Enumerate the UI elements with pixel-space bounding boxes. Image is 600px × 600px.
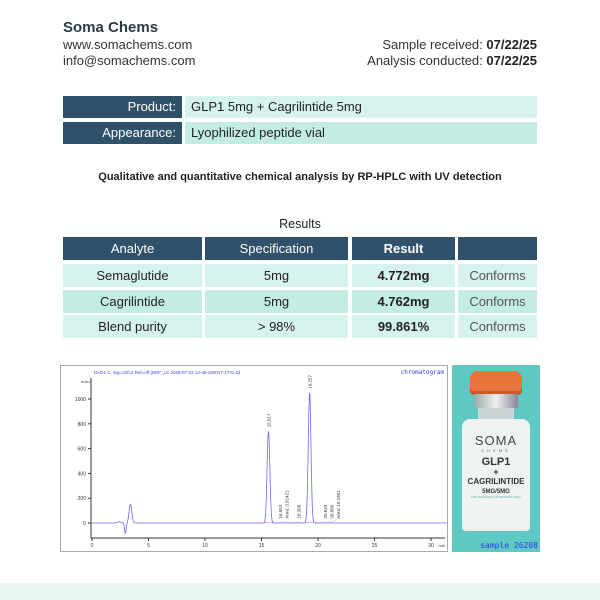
vial-photo: SOMA CHEMS GLP1 + CAGRILINTIDE 5MG/5MG F…	[452, 365, 540, 552]
conducted-date: 07/22/25	[486, 53, 537, 68]
signal-title: DAD1 C, Sig=220,4 Ref=off (DEF_LC 2025-0…	[94, 370, 241, 375]
conducted-label: Analysis conducted:	[367, 53, 487, 68]
table-cell: 99.861%	[352, 315, 455, 338]
header-cell: Result	[352, 237, 455, 260]
y-tick-label: 1000	[75, 397, 86, 403]
peak-label-leader	[285, 518, 288, 522]
vial-line2: CAGRILINTIDE	[467, 477, 525, 486]
footer-band	[0, 583, 600, 600]
x-tick-label: 25	[372, 543, 378, 549]
peak-label: 19.257	[308, 375, 313, 389]
method-description: Qualitative and quantitative chemical an…	[98, 171, 502, 183]
product-label: Product:	[63, 96, 182, 118]
x-tick-label: 15	[259, 543, 265, 549]
table-cell: > 98%	[205, 315, 348, 338]
vial-neck	[478, 408, 514, 420]
x-tick-label: 5	[147, 543, 150, 549]
table-cell: 5mg	[205, 264, 348, 287]
chromatogram-label: chromatogram	[401, 369, 445, 376]
vial-line1: GLP1	[481, 456, 511, 468]
company-name: Soma Chems	[63, 19, 159, 36]
status-cell: Conforms	[458, 290, 537, 313]
appearance-label: Appearance:	[63, 122, 182, 144]
peak-label: 16.653	[278, 504, 283, 518]
sample-received: Sample received: 07/22/25	[382, 37, 537, 52]
appearance-value: Lyophilized peptide vial	[185, 122, 537, 144]
table-cell: Blend purity	[63, 315, 202, 338]
header-cell	[458, 237, 537, 260]
table-cell: 5mg	[205, 290, 348, 313]
vial-cap	[470, 371, 522, 395]
vial-crimp	[474, 394, 518, 408]
x-tick-label: 30	[428, 543, 434, 549]
x-tick-label: 20	[315, 543, 321, 549]
status-cell: Conforms	[458, 264, 537, 287]
y-tick-label: 200	[78, 496, 87, 502]
table-cell: Cagrilintide	[63, 290, 202, 313]
received-label: Sample received:	[382, 37, 487, 52]
peak-label-leader	[327, 518, 333, 522]
peak-label-leader	[331, 518, 339, 522]
table-cell: 4.772mg	[352, 264, 455, 287]
results-title: Results	[279, 217, 321, 231]
y-tick-label: 600	[78, 447, 87, 453]
vial-note: FOR RESEARCH PURPOSES ONLY	[470, 495, 522, 499]
peak-label: 20.886	[330, 504, 335, 518]
peak-label: Area: 10.1951	[336, 490, 341, 519]
peak-label: Area: 3.81421	[285, 490, 290, 519]
vial-dose: 5MG/5MG	[482, 489, 510, 495]
y-tick-label: 0	[83, 521, 86, 527]
chromatogram-trace	[92, 392, 448, 534]
website-link[interactable]: www.somachems.com	[63, 37, 193, 52]
table-cell: Semaglutide	[63, 264, 202, 287]
vial-plus: +	[493, 467, 499, 477]
analysis-conducted: Analysis conducted: 07/22/25	[367, 53, 537, 68]
peak-label: 20.633	[323, 504, 328, 518]
chromatogram-plot: 0 200 400 600 800 1000 0 5 10 15 20 25 30 mAU min DAD1 …	[75, 369, 448, 549]
product-value: GLP1 5mg + Cagrilintide 5mg	[185, 96, 537, 118]
header-cell: Analyte	[63, 237, 202, 260]
status-cell: Conforms	[458, 315, 537, 338]
peak-label: 15.617	[266, 413, 271, 427]
x-tick-label: 0	[91, 543, 94, 549]
vial-body: SOMA CHEMS GLP1 + CAGRILINTIDE 5MG/5MG F…	[462, 419, 530, 531]
sample-number: sample 26208	[480, 541, 538, 550]
peak-label: 18.268	[296, 504, 301, 518]
x-tick-label: 10	[202, 543, 208, 549]
y-tick-label: 400	[78, 471, 87, 477]
y-unit: mAU	[81, 379, 90, 384]
header-cell: Specification	[205, 237, 348, 260]
table-cell: 4.762mg	[352, 290, 455, 313]
email-link[interactable]: info@somachems.com	[63, 53, 196, 68]
vial-sub: CHEMS	[481, 448, 511, 453]
x-unit: min	[439, 543, 445, 548]
y-tick-label: 800	[78, 422, 87, 428]
chromatogram: 0 200 400 600 800 1000 0 5 10 15 20 25 30 mAU min DAD1 …	[60, 365, 448, 552]
received-date: 07/22/25	[486, 37, 537, 52]
vial-brand: SOMA	[474, 433, 518, 448]
